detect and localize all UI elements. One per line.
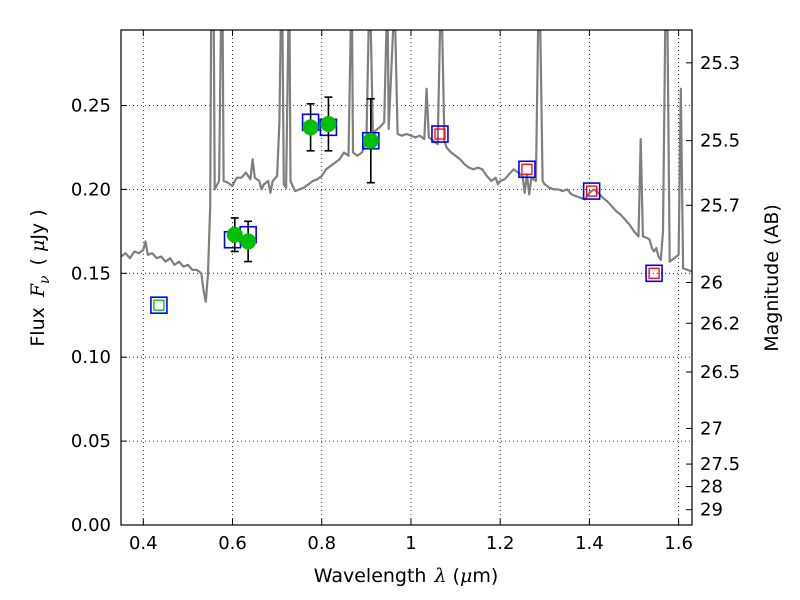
mag-tick-label: 26	[700, 272, 723, 293]
x-tick-label: 0.8	[307, 533, 336, 554]
mag-tick-label: 26.2	[700, 313, 740, 334]
model-photometry-square	[645, 264, 663, 283]
model-photometry-inner-square	[434, 128, 446, 140]
x-tick-label: 1.6	[664, 533, 693, 554]
y-tick-label: 0.20	[71, 179, 111, 200]
grid	[121, 30, 692, 526]
y-tick-label: 0.00	[71, 515, 111, 536]
model-photometry-inner-square	[648, 267, 660, 279]
model-photometry-square	[431, 125, 449, 143]
plot-frame	[120, 29, 693, 526]
x-tick-label: 1.2	[486, 533, 515, 554]
model-photometry-square	[518, 160, 536, 179]
model-photometry-square	[582, 182, 601, 200]
y-tick-label: 0.05	[71, 431, 111, 452]
mag-tick-label: 25.7	[700, 195, 740, 216]
mag-tick-label: 25.5	[700, 131, 740, 152]
observed-photometry-point	[226, 226, 243, 243]
y2-axis-title: Magnitude (AB)	[761, 204, 783, 352]
y-axis-title: FluxFν(μJy )	[27, 209, 53, 346]
x-tick-label: 1.4	[575, 533, 604, 554]
observed-photometry-point	[320, 115, 337, 132]
observed-photometry-point	[240, 233, 257, 250]
mag-tick-label: 27	[700, 418, 723, 439]
y-tick-label: 0.25	[71, 96, 111, 117]
x-axis-title: Wavelength λ (μm)	[314, 565, 498, 587]
model-sed	[121, 30, 692, 303]
axis-ticks: 0.4 0.6 0.8 1 1.2 1.4 1.6 0.00 0.05 0.10 0.15 0.20 0…	[71, 30, 740, 554]
mag-tick-label: 28	[700, 477, 723, 498]
x-tick-label: 0.6	[218, 533, 247, 554]
mag-tick-label: 27.5	[700, 454, 740, 475]
y-tick-label: 0.15	[71, 263, 111, 284]
observed-photometry-point	[302, 119, 319, 136]
mag-tick-label: 29	[700, 500, 723, 521]
mag-tick-label: 26.5	[700, 362, 740, 383]
observed-photometry-point	[362, 132, 379, 149]
y-tick-label: 0.10	[71, 347, 111, 368]
x-tick-label: 0.4	[129, 533, 158, 554]
x-tick-label: 1	[405, 533, 416, 554]
model-sed-line	[121, 30, 692, 303]
model-photometry-inner-square	[585, 185, 598, 197]
model-photometry-square	[150, 296, 168, 314]
model-photometry-inner-square	[521, 163, 533, 175]
data-markers	[150, 96, 663, 314]
model-photometry-inner-square	[153, 299, 165, 311]
mag-tick-label: 25.3	[700, 53, 740, 74]
